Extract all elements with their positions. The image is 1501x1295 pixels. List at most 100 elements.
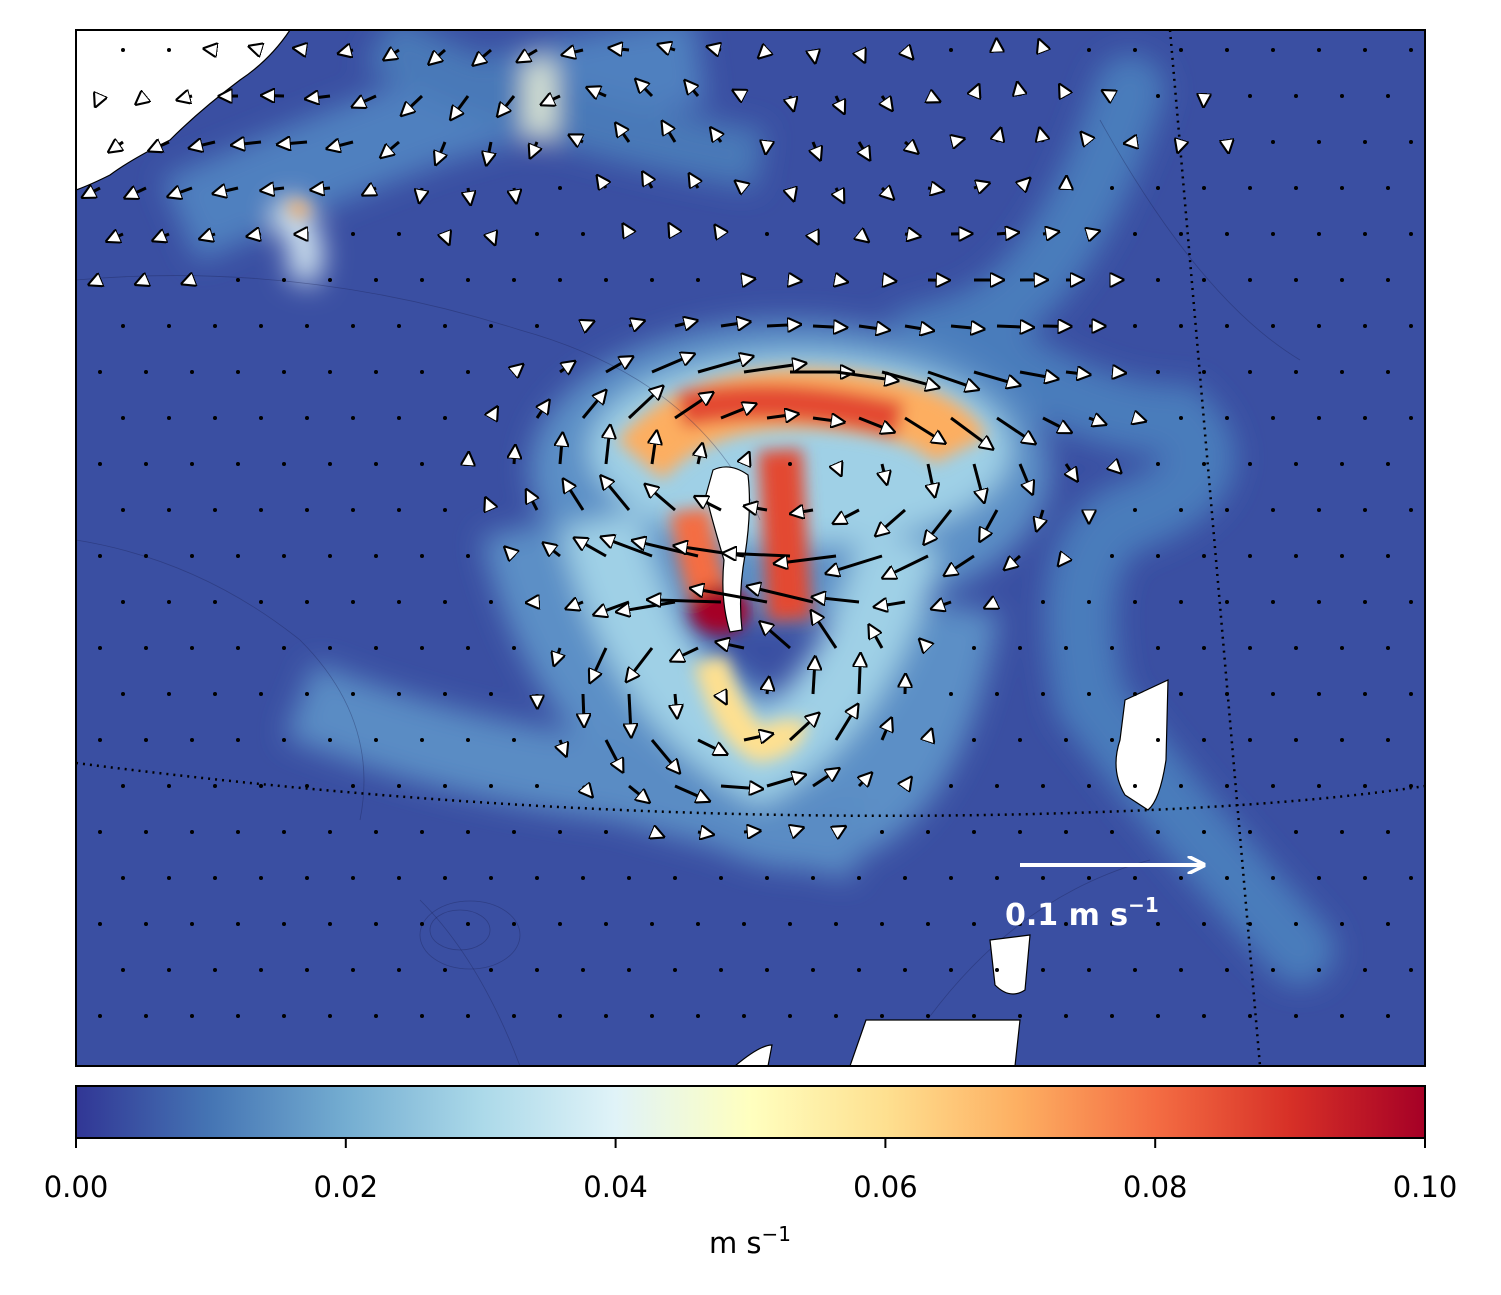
vector-arrow <box>882 463 885 475</box>
vector-dot <box>926 1014 930 1018</box>
vector-dot <box>1363 600 1367 604</box>
vector-dot <box>1363 324 1367 328</box>
vector-dot <box>1363 508 1367 512</box>
vector-dot <box>167 784 171 788</box>
vector-dot <box>397 876 401 880</box>
vector-arrow <box>642 86 654 98</box>
vector-dot <box>1179 876 1183 880</box>
vector-arrow <box>674 232 675 234</box>
vector-arrow <box>813 666 815 695</box>
vector-dot <box>1156 554 1160 558</box>
vector-dot <box>949 968 953 972</box>
vector-dot <box>397 416 401 420</box>
vector-arrow <box>996 416 1028 439</box>
vector-arrow <box>161 234 170 237</box>
vector-dot <box>144 922 148 926</box>
vector-dot <box>1271 692 1275 696</box>
vector-dot <box>328 554 332 558</box>
vector-dot <box>420 462 424 466</box>
vector-dot <box>466 646 470 650</box>
colorbar-tick-label: 0.08 <box>1123 1170 1188 1204</box>
vector-dot <box>1179 416 1183 420</box>
vector-dot <box>512 922 516 926</box>
vector-dot <box>1064 830 1068 834</box>
vector-arrow <box>531 498 537 511</box>
vector-arrow <box>320 188 331 189</box>
vector-dot <box>1271 140 1275 144</box>
vector-dot <box>880 830 884 834</box>
vector-dot <box>259 324 263 328</box>
vector-arrow <box>766 325 792 326</box>
vector-dot <box>1363 232 1367 236</box>
vector-dot <box>1133 784 1137 788</box>
vector-dot <box>1386 738 1390 742</box>
vector-arrow <box>816 618 838 649</box>
vector-arrow <box>1110 95 1112 96</box>
vector-arrow <box>537 408 544 419</box>
vector-dot <box>98 738 102 742</box>
vector-arrow <box>302 49 307 50</box>
vector-arrow <box>1180 142 1181 144</box>
vector-dot <box>1133 508 1137 512</box>
vector-arrow <box>1066 463 1072 474</box>
vector-arrow <box>270 188 285 190</box>
vector-arrow <box>950 416 986 444</box>
vector-dot <box>305 876 309 880</box>
vector-dot <box>1041 600 1045 604</box>
vector-arrow <box>835 554 883 571</box>
vector-dot <box>1156 370 1160 374</box>
vector-dot <box>167 324 171 328</box>
vector-dot <box>1087 600 1091 604</box>
vector-dot <box>351 784 355 788</box>
vector-dot <box>926 830 930 834</box>
vector-dot <box>1133 692 1137 696</box>
vector-dot <box>811 968 815 972</box>
vector-dot <box>236 1014 240 1018</box>
vector-arrow <box>652 490 676 512</box>
vector-dot <box>213 784 217 788</box>
colorbar-tick-label: 0.10 <box>1393 1170 1458 1204</box>
vector-dot <box>1294 462 1298 466</box>
vector-arrow <box>834 712 853 741</box>
vector-arrow <box>904 234 911 235</box>
vector-dot <box>1156 830 1160 834</box>
vector-dot <box>581 968 585 972</box>
vector-arrow <box>720 786 754 788</box>
vector-arrow <box>928 96 932 98</box>
vector-dot <box>1133 48 1137 52</box>
vector-dot <box>190 738 194 742</box>
vector-dot <box>259 600 263 604</box>
vector-dot <box>1225 416 1229 420</box>
vector-arrow <box>859 50 861 54</box>
vector-dot <box>558 922 562 926</box>
vector-arrow <box>741 94 744 96</box>
vector-dot <box>1064 646 1068 650</box>
vector-dot <box>1225 600 1229 604</box>
vector-dot <box>190 554 194 558</box>
vector-arrow <box>697 832 705 833</box>
vector-dot <box>1156 186 1160 190</box>
vector-arrow <box>436 48 446 58</box>
vector-dot <box>972 1014 976 1018</box>
vector-dot <box>1225 324 1229 328</box>
vector-dot <box>236 738 240 742</box>
vector-dot <box>1179 600 1183 604</box>
vector-dot <box>489 600 493 604</box>
vector-dot <box>190 1014 194 1018</box>
vector-dot <box>443 324 447 328</box>
vector-dot <box>121 416 125 420</box>
vector-dot <box>397 508 401 512</box>
vector-arrow <box>697 738 719 750</box>
vector-arrow <box>511 553 514 556</box>
vector-dot <box>972 738 976 742</box>
vector-dot <box>1340 830 1344 834</box>
vector-dot <box>949 692 953 696</box>
vector-dot <box>328 278 332 282</box>
vector-arrow <box>859 234 861 236</box>
vector-dot <box>259 692 263 696</box>
vector-dot <box>558 278 562 282</box>
vector-dot <box>926 922 930 926</box>
vector-arrow <box>996 233 1010 234</box>
vector-dot <box>719 968 723 972</box>
vector-arrow <box>1042 48 1043 50</box>
